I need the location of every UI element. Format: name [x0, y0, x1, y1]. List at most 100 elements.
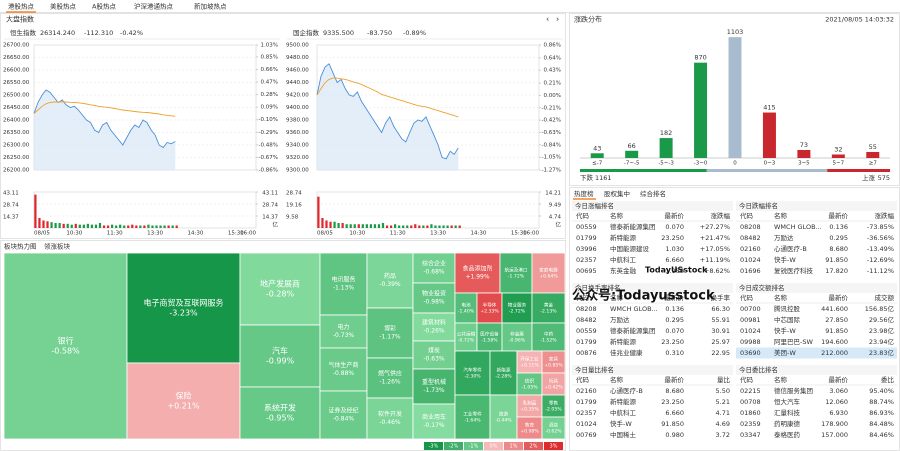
sector-cell[interactable]: 零售-2.05% — [541, 394, 566, 418]
sector-cell[interactable]: 酒店-0.62% — [541, 416, 566, 440]
code[interactable]: 02357 — [576, 409, 597, 417]
sector-cell[interactable]: 电力-0.73% — [319, 314, 368, 349]
sector-cell[interactable]: 环保工业+0.11% — [516, 350, 543, 374]
sector-cell[interactable]: 物业投资-0.98% — [412, 282, 456, 314]
code[interactable]: 03347 — [740, 431, 761, 439]
sector-cell[interactable]: 商业用车-0.17% — [412, 403, 456, 440]
code[interactable]: 00695 — [576, 267, 597, 275]
code[interactable]: 02359 — [740, 420, 761, 428]
stock-name[interactable]: 佳兆业健康 — [610, 348, 643, 357]
sector-cell[interactable]: 非金属-0.96% — [501, 322, 533, 352]
stock-name[interactable]: 新特能源 — [610, 397, 637, 406]
stock-name[interactable]: 中航科工 — [610, 255, 637, 264]
sector-cell[interactable]: 气体生产商-0.88% — [319, 347, 368, 392]
sector-cell[interactable]: 航运及港口-1.72% — [499, 252, 533, 294]
stock-name[interactable]: 快手-W — [774, 326, 796, 335]
top-tab[interactable]: 新加坡热点 — [194, 2, 227, 11]
sector-cell[interactable]: 证券及经纪-0.84% — [319, 390, 368, 440]
stock-name[interactable]: 中国能源建设 — [610, 244, 650, 253]
sector-cell[interactable]: 银行 -0.58% — [3, 252, 128, 440]
sector-cell[interactable]: 新能源-2.28% — [489, 350, 518, 396]
sector-cell[interactable]: 地产发展商 -0.28% — [239, 252, 321, 326]
sector-cell[interactable]: 黄金-2.13% — [531, 292, 566, 324]
stock-name[interactable]: 德信服务集团 — [774, 386, 813, 395]
code[interactable]: 01024 — [576, 420, 597, 428]
code[interactable]: 03690 — [740, 349, 761, 357]
stock-name[interactable]: WMCH GLOB... — [774, 223, 822, 231]
top-tab[interactable]: 沪深港通热点 — [134, 2, 174, 11]
stock-name[interactable]: 药明康德 — [774, 419, 801, 428]
sector-cell[interactable]: 玩具+0.42% — [541, 372, 566, 396]
sector-cell[interactable]: 系统开发 -0.95% — [239, 386, 321, 440]
stock-name[interactable]: 阿里巴巴-SW — [774, 337, 813, 346]
stock-name[interactable]: 汇量科技 — [774, 408, 801, 417]
sector-cell[interactable]: 半导体+2.33% — [476, 292, 503, 324]
code[interactable]: 02357 — [576, 256, 597, 264]
sector-cell[interactable]: 博彩-1.17% — [366, 307, 414, 359]
stock-name[interactable]: 快手-W — [610, 419, 632, 428]
stock-name[interactable]: 万励达 — [774, 233, 794, 242]
sector-cell[interactable]: 乳制品+0.35% — [516, 394, 543, 418]
next-arrow[interactable]: › — [556, 15, 559, 24]
stock-name[interactable]: 中国稀土 — [610, 430, 637, 439]
stock-name[interactable]: 腾讯控股 — [774, 304, 801, 313]
code[interactable]: 01799 — [576, 234, 597, 242]
code[interactable]: 00559 — [576, 223, 597, 231]
stock-name[interactable]: 新特能源 — [610, 233, 637, 242]
sector-cell[interactable]: 工业零件-1.64% — [454, 394, 491, 440]
sector-cell[interactable]: 食品添加剂+1.99% — [454, 252, 501, 294]
top-tab[interactable]: 港股热点 — [8, 2, 35, 11]
sector-cell[interactable]: 纺织-1.05% — [516, 372, 543, 396]
prev-arrow[interactable]: ‹ — [546, 15, 549, 24]
stock-name[interactable]: WMCH GLOB... — [610, 305, 658, 313]
code[interactable]: 00981 — [740, 316, 761, 324]
sector-cell[interactable]: 煤炭-0.63% — [412, 340, 456, 370]
code[interactable]: 08208 — [740, 223, 761, 231]
stock-name[interactable]: 中航科工 — [610, 408, 637, 417]
code[interactable]: 08482 — [740, 234, 761, 242]
sector-cell[interactable]: 电池-1.40% — [454, 292, 478, 324]
ranking-tab[interactable]: 综合排名 — [640, 189, 666, 198]
code[interactable]: 02160 — [740, 245, 761, 253]
sector-cell[interactable]: 药品-0.39% — [366, 252, 414, 309]
sector-cell[interactable]: 医疗设备-1.58% — [476, 322, 503, 352]
sector-cell[interactable]: 教育+0.98% — [516, 416, 543, 440]
sector-cell[interactable]: 家具+0.85% — [541, 350, 566, 374]
code[interactable]: 08208 — [576, 305, 597, 313]
ranking-tab[interactable]: 股权集中 — [604, 189, 630, 198]
sector-cell[interactable]: 建筑材料-0.26% — [412, 312, 456, 342]
sector-cell[interactable]: 电讯服务-1.13% — [319, 252, 368, 316]
sector-cell[interactable]: 电子商贸及互联网服务 -3.23% — [126, 252, 241, 364]
stock-name[interactable]: 东英金融 — [610, 266, 637, 275]
heatmap-tab[interactable]: 领涨板块 — [44, 242, 71, 251]
stock-name[interactable]: 恒大汽车 — [774, 397, 801, 406]
sector-cell[interactable]: 综合企业-0.68% — [412, 252, 456, 284]
stock-name[interactable]: 新特能源 — [610, 337, 637, 346]
sector-cell[interactable]: 保险 +0.21% — [126, 362, 241, 440]
code[interactable]: 01024 — [740, 256, 761, 264]
sector-cell[interactable]: 软件开发-0.46% — [366, 397, 414, 440]
stock-name[interactable]: 心通医疗-B — [610, 386, 643, 395]
top-tab[interactable]: 美股热点 — [50, 2, 77, 11]
sector-cell[interactable]: 旅游-0.44% — [489, 394, 518, 440]
stock-name[interactable]: 心通医疗-B — [774, 244, 807, 253]
stock-name[interactable]: 德泰新能源集团 — [610, 326, 656, 335]
code[interactable]: 00708 — [740, 398, 761, 406]
sector-cell[interactable]: 燃气供应-1.26% — [366, 357, 414, 399]
code[interactable]: 01799 — [576, 338, 597, 346]
code[interactable]: 02160 — [576, 387, 597, 395]
code[interactable]: 01860 — [740, 409, 761, 417]
stock-name[interactable]: 快手-W — [774, 255, 796, 264]
code[interactable]: 08482 — [576, 316, 597, 324]
code[interactable]: 00700 — [740, 305, 761, 313]
sector-cell[interactable]: 中药-1.52% — [531, 322, 566, 352]
sector-cell[interactable]: 家庭电器+0.64% — [531, 252, 566, 294]
code[interactable]: 00559 — [576, 327, 597, 335]
code[interactable]: 02215 — [740, 387, 761, 395]
stock-name[interactable]: 泰格医药 — [774, 430, 801, 439]
sector-cell[interactable]: 汽车零件-2.30% — [454, 350, 491, 396]
stock-name[interactable]: 德泰新能源集团 — [610, 222, 656, 231]
stock-name[interactable]: 美团-W — [774, 348, 796, 357]
stock-name[interactable]: 中芯国际 — [774, 315, 801, 324]
sector-cell[interactable]: 公共运输-0.72% — [454, 322, 478, 352]
